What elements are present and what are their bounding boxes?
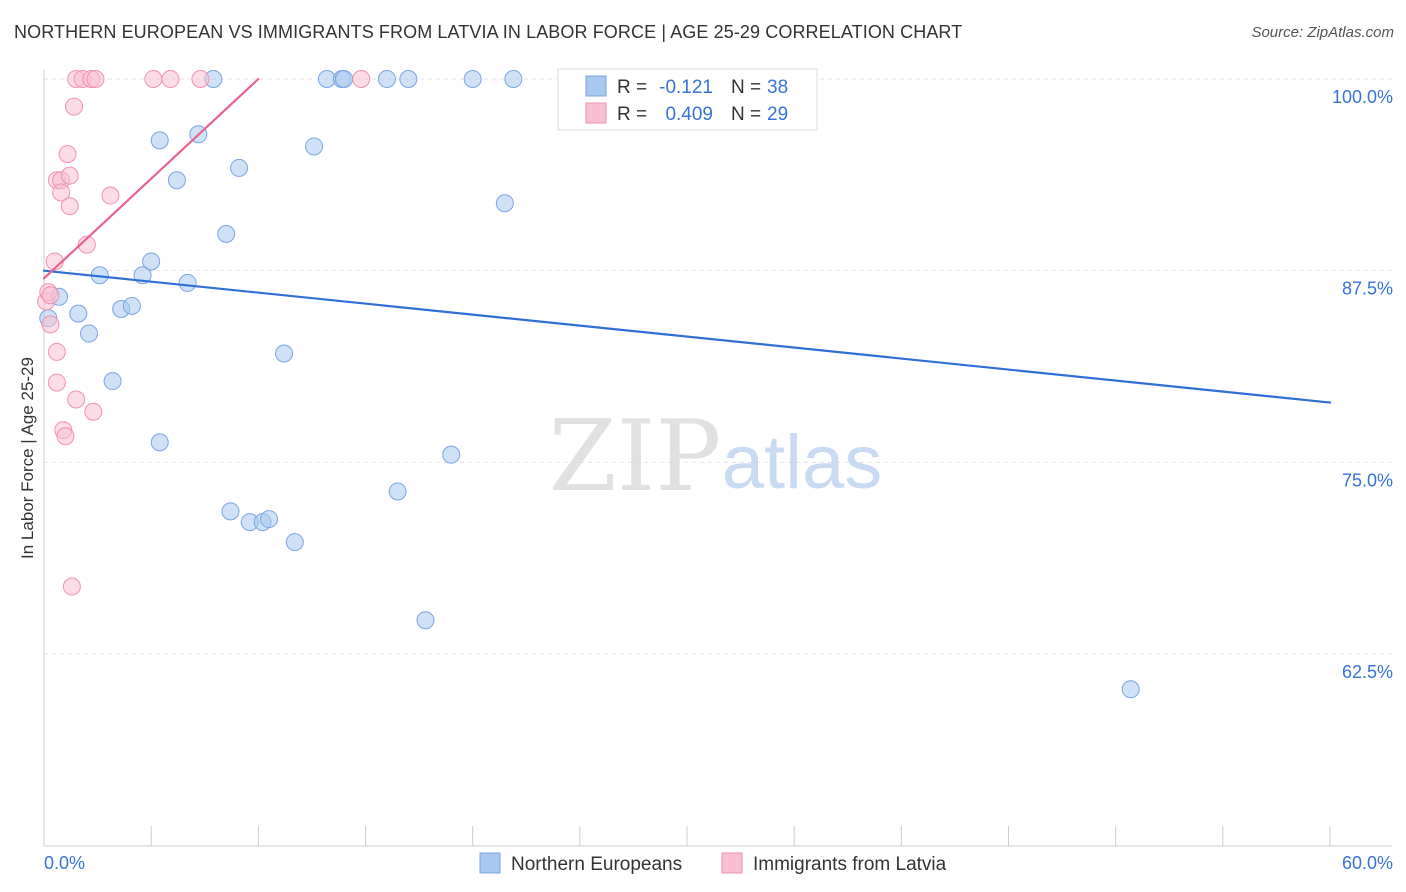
trend-line-immigrants-from-latvia xyxy=(42,77,260,280)
point-immigrants-from-latvia-25 xyxy=(144,70,163,88)
chart-title: NORTHERN EUROPEAN VS IMMIGRANTS FROM LAT… xyxy=(14,22,963,42)
point-northern-europeans-30 xyxy=(416,611,435,630)
stats-swatch-northern-europeans xyxy=(585,75,607,97)
chart-source: Source: ZipAtlas.com xyxy=(1251,24,1394,41)
point-northern-europeans-22 xyxy=(275,344,294,363)
trend-lines xyxy=(42,77,1332,404)
stats-r-label-northern-europeans: R = xyxy=(617,77,647,98)
x-tick-label-min: 0.0% xyxy=(44,853,85,873)
point-immigrants-from-latvia-11 xyxy=(56,427,75,446)
point-immigrants-from-latvia-9 xyxy=(52,183,71,202)
point-immigrants-from-latvia-6 xyxy=(47,373,66,392)
y-tick-label-0: 100.0% xyxy=(1332,87,1393,107)
point-northern-europeans-12 xyxy=(167,171,186,190)
point-northern-europeans-3 xyxy=(80,324,99,343)
point-northern-europeans-32 xyxy=(463,70,482,88)
point-immigrants-from-latvia-27 xyxy=(191,70,210,88)
point-northern-europeans-2 xyxy=(69,304,88,323)
point-immigrants-from-latvia-13 xyxy=(60,166,79,185)
point-northern-europeans-9 xyxy=(142,252,161,271)
watermark-zip: ZIP xyxy=(549,400,722,514)
point-immigrants-from-latvia-5 xyxy=(47,342,66,361)
point-northern-europeans-25 xyxy=(317,70,336,88)
stats-swatch-immigrants-from-latvia xyxy=(585,102,607,124)
point-northern-europeans-36 xyxy=(1121,680,1140,699)
y-tick-label-2: 75.0% xyxy=(1342,470,1393,490)
point-immigrants-from-latvia-20 xyxy=(77,235,96,254)
point-immigrants-from-latvia-22 xyxy=(84,402,103,421)
point-immigrants-from-latvia-23 xyxy=(86,70,105,88)
watermark: ZIP atlas xyxy=(549,400,883,514)
y-tick-labels: 100.0% 87.5% 75.0% 62.5% xyxy=(1332,87,1393,682)
stats-n-label-immigrants-from-latvia: N = xyxy=(731,104,761,125)
y-tick-label-3: 62.5% xyxy=(1342,662,1393,682)
legend-label-northern-europeans: Northern Europeans xyxy=(511,854,682,875)
stats-r-label-immigrants-from-latvia: R = xyxy=(617,104,647,125)
point-northern-europeans-34 xyxy=(504,70,523,88)
x-tick-label-max: 60.0% xyxy=(1342,853,1393,873)
point-northern-europeans-37 xyxy=(335,70,354,88)
point-northern-europeans-28 xyxy=(388,482,407,501)
y-axis-label: In Labor Force | Age 25-29 xyxy=(18,357,37,559)
y-tick-label-1: 87.5% xyxy=(1342,279,1393,299)
point-northern-europeans-13 xyxy=(178,273,197,292)
point-northern-europeans-16 xyxy=(217,224,236,243)
axes xyxy=(43,70,1392,847)
x-tick-marks xyxy=(150,826,1331,846)
stats-r-value-northern-europeans: -0.121 xyxy=(659,77,713,98)
stats-r-value-immigrants-from-latvia: 0.409 xyxy=(665,104,713,125)
stats-n-value-immigrants-from-latvia: 29 xyxy=(767,104,788,125)
point-northern-europeans-5 xyxy=(103,372,122,391)
legend-label-immigrants-from-latvia: Immigrants from Latvia xyxy=(753,854,947,875)
trend-line-northern-europeans xyxy=(42,269,1332,404)
point-northern-europeans-33 xyxy=(495,194,514,213)
point-northern-europeans-10 xyxy=(150,433,169,452)
data-points xyxy=(37,70,1140,699)
point-northern-europeans-27 xyxy=(377,70,396,88)
point-northern-europeans-29 xyxy=(399,70,418,88)
stats-n-value-northern-europeans: 38 xyxy=(767,77,788,98)
point-northern-europeans-21 xyxy=(260,510,279,529)
watermark-atlas: atlas xyxy=(722,420,883,505)
point-immigrants-from-latvia-24 xyxy=(101,186,120,205)
point-northern-europeans-18 xyxy=(230,158,249,177)
point-immigrants-from-latvia-26 xyxy=(161,70,180,88)
point-immigrants-from-latvia-12 xyxy=(58,145,77,164)
legend-swatch-northern-europeans xyxy=(479,852,501,874)
point-immigrants-from-latvia-2 xyxy=(41,286,60,305)
correlation-stats-box: R = -0.121 N = 38 R = 0.409 N = 29 xyxy=(557,68,818,131)
point-immigrants-from-latvia-18 xyxy=(67,390,86,409)
legend: Northern Europeans Immigrants from Latvi… xyxy=(479,852,947,875)
point-immigrants-from-latvia-16 xyxy=(65,97,84,116)
point-immigrants-from-latvia-3 xyxy=(41,315,60,334)
point-northern-europeans-23 xyxy=(285,533,304,552)
point-immigrants-from-latvia-15 xyxy=(62,577,81,596)
point-northern-europeans-24 xyxy=(305,137,324,156)
point-northern-europeans-17 xyxy=(221,502,240,521)
legend-swatch-immigrants-from-latvia xyxy=(721,852,743,874)
point-immigrants-from-latvia-14 xyxy=(60,197,79,216)
point-northern-europeans-31 xyxy=(442,445,461,464)
stats-n-label-northern-europeans: N = xyxy=(731,77,761,98)
point-northern-europeans-11 xyxy=(150,131,169,150)
point-immigrants-from-latvia-28 xyxy=(352,70,371,88)
point-northern-europeans-7 xyxy=(122,296,141,315)
